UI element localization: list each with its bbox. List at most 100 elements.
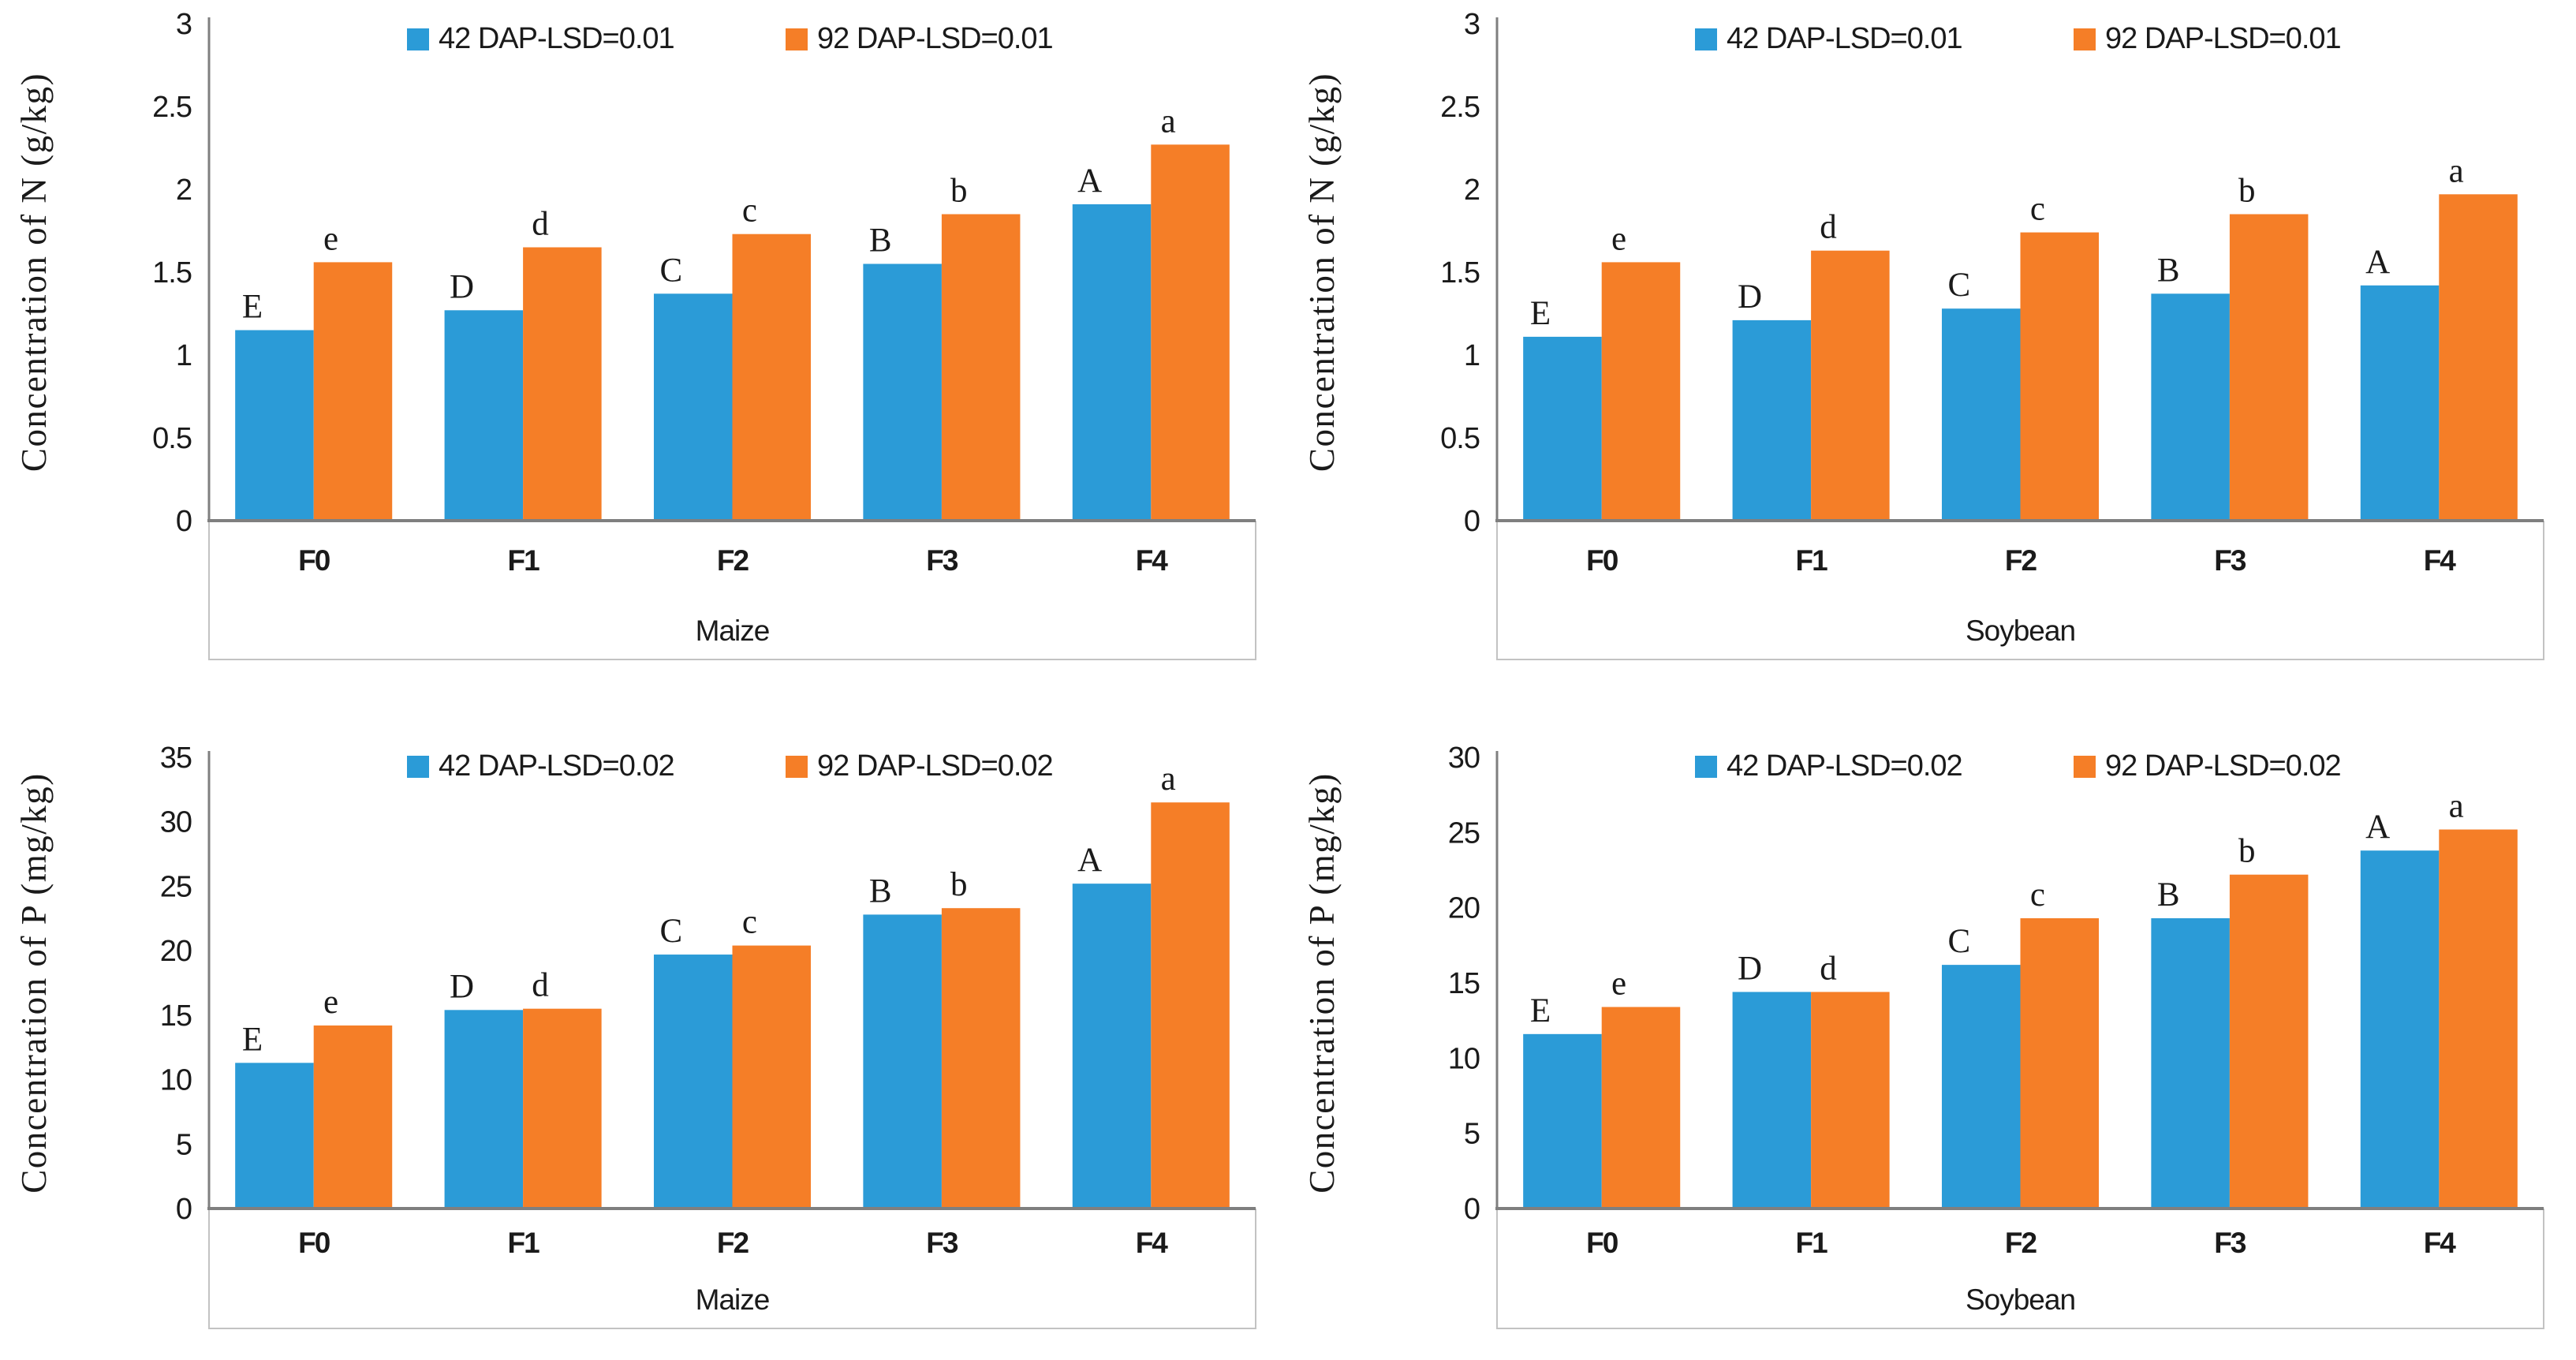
legend-label: 42 DAP-LSD=0.02 [1727,749,1962,783]
bar-letter-label: C [660,252,683,289]
chart-frame [208,521,1256,660]
x-axis-title: Soybean [1966,1283,2075,1316]
y-tick-label: 3 [1464,8,1480,41]
y-tick-label: 1 [1464,339,1480,372]
x-axis-title: Maize [696,1283,770,1316]
legend-label: 92 DAP-LSD=0.02 [2105,749,2341,783]
bar-letter-label: b [2238,833,2256,870]
y-tick-label: 0 [176,505,192,538]
x-category-label: F3 [2214,544,2246,577]
bar-42dap-F2 [653,293,733,521]
legend-swatch-92dap [2074,28,2096,50]
bar-42dap-F3 [2151,293,2230,521]
bar-42dap-F4 [2360,850,2440,1209]
bar-letter-label: d [1820,209,1837,246]
bar-92dap-F1 [523,247,602,521]
y-tick-label: 20 [1448,892,1480,925]
bar-92dap-F0 [1601,262,1681,521]
x-category-label: F4 [2424,544,2457,577]
x-category-label: F0 [1586,1227,1618,1259]
x-axis-title: Soybean [1966,615,2075,647]
chart-p-soybean: 0 5 10 15 20 25 30 Concentration of P (mg/kg) E D… [1302,742,2544,1329]
bar-letter-label: A [1077,842,1102,879]
legend-label: 42 DAP-LSD=0.01 [1727,22,1962,55]
legend-swatch-42dap [407,756,429,778]
x-category-label: F4 [2424,1227,2457,1259]
bar-92dap-F1 [1811,992,1890,1209]
y-tick-label: 0 [1464,505,1480,538]
x-axis-title: Maize [696,615,770,647]
x-category-label: F3 [926,544,958,577]
bar-92dap-F1 [523,1008,602,1209]
series-42dap: E D C B A [235,163,1152,521]
chart-panel-n-maize: 0 0.5 1 1.5 2 2.5 3 Concentration of N (g/kg) E D… [0,0,1288,694]
legend-label: 42 DAP-LSD=0.02 [439,749,674,783]
y-axis-title: Concentration of N (g/kg) [1302,73,1342,472]
bar-letter-label: a [1161,760,1176,798]
bar-letter-label: d [532,967,549,1004]
y-tick-label: 0.5 [152,422,192,455]
bar-letter-label: d [532,206,549,243]
bar-letter-label: E [242,1021,263,1058]
bar-92dap-F4 [2439,194,2518,521]
bar-chart-p-maize: 0 5 10 15 20 25 30 35 Concentration of P (mg/kg)… [14,742,1256,1329]
bar-letter-label: e [323,220,338,257]
legend-swatch-42dap [1695,28,1717,50]
bar-42dap-F3 [863,914,942,1209]
y-tick-label: 2 [176,174,192,207]
bar-letter-label: b [950,173,968,210]
bar-letter-label: D [1738,950,1762,987]
bar-42dap-F2 [1941,308,2021,521]
bar-42dap-F1 [1732,319,1812,521]
bar-letter-label: A [2365,244,2390,281]
bar-letter-label: a [1161,103,1176,140]
bar-42dap-F0 [235,330,314,521]
y-tick-label: 5 [176,1128,192,1161]
y-tick-label: 3 [176,8,192,41]
x-category-label: F4 [1136,544,1169,577]
y-tick-label: 35 [160,742,192,775]
chart-panel-p-maize: 0 5 10 15 20 25 30 35 Concentration of P (mg/kg)… [0,694,1288,1360]
bar-92dap-F3 [2229,874,2309,1209]
y-tick-label: 2 [1464,174,1480,207]
bar-42dap-F1 [1732,992,1812,1209]
bar-chart-p-soybean: 0 5 10 15 20 25 30 Concentration of P (mg/kg) E D… [1302,742,2544,1329]
bar-42dap-F4 [2360,285,2440,521]
series-92dap: e d c b a [1601,788,2518,1209]
legend-label: 92 DAP-LSD=0.01 [817,22,1053,55]
y-tick-label: 30 [1448,742,1480,775]
bar-42dap-F2 [1941,965,2021,1209]
y-tick-label: 15 [160,999,192,1033]
series-42dap: E D C B A [1523,809,2440,1209]
bar-letter-label: a [2449,152,2464,189]
bar-92dap-F0 [313,262,393,521]
series-92dap: e d c b a [313,760,1230,1209]
chart-n-maize: 0 0.5 1 1.5 2 2.5 3 Concentration of N (g/kg) E D… [14,8,1256,660]
bar-92dap-F3 [941,908,1021,1209]
bar-92dap-F2 [2020,918,2100,1209]
legend-swatch-92dap [2074,756,2096,778]
bar-92dap-F1 [1811,250,1890,521]
bar-letter-label: c [742,904,757,941]
chart-frame [1496,521,2544,660]
bar-92dap-F0 [1601,1007,1681,1209]
bar-letter-label: c [742,192,757,230]
bar-92dap-F3 [941,214,1021,521]
x-category-label: F0 [298,1227,330,1259]
x-category-label: F2 [717,1227,749,1259]
x-category-label: F3 [926,1227,958,1259]
x-category-label: F3 [2214,1227,2246,1259]
bar-92dap-F2 [2020,232,2100,521]
x-category-label: F1 [508,544,540,577]
y-tick-label: 2.5 [1440,91,1480,124]
bar-letter-label: b [950,866,968,903]
x-category-label: F0 [1586,544,1618,577]
legend: 42 DAP-LSD=0.02 92 DAP-LSD=0.02 [407,749,1054,783]
bar-letter-label: c [2030,876,2045,914]
bar-92dap-F4 [1151,144,1230,521]
legend-label: 92 DAP-LSD=0.01 [2105,22,2341,55]
chart-n-soybean: 0 0.5 1 1.5 2 2.5 3 Concentration of N (g/kg) E D… [1302,8,2544,660]
bar-42dap-F4 [1072,204,1152,521]
y-tick-label: 15 [1448,967,1480,1000]
